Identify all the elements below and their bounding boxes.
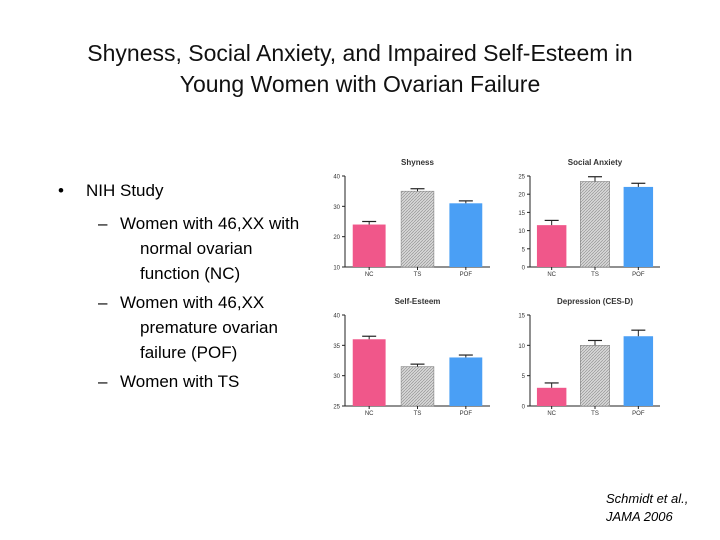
bar-nc xyxy=(536,387,567,406)
bar-pof xyxy=(623,336,654,406)
bar-pof xyxy=(449,357,483,406)
y-tick-label: 15 xyxy=(518,211,525,217)
chart-title: Shyness xyxy=(401,158,434,167)
y-tick-label: 0 xyxy=(522,266,526,272)
bar-nc xyxy=(352,224,386,267)
sub-bullet-ts: – Women with TS xyxy=(58,369,308,394)
y-tick-label: 5 xyxy=(522,374,526,380)
y-tick-label: 15 xyxy=(518,314,525,320)
sub-bullet-dash: – xyxy=(98,372,108,391)
sub-bullet-pof: – Women with 46,XX premature ovarian fai… xyxy=(58,290,308,365)
title-line-1: Shyness, Social Anxiety, and Impaired Se… xyxy=(87,40,633,66)
chart-title: Self-Esteem xyxy=(395,297,441,306)
sub-bullet-text: Women with 46,XX premature ovarian failu… xyxy=(120,293,278,362)
sub-bullet-nc: – Women with 46,XX with normal ovarian f… xyxy=(58,211,308,286)
chart-title: Depression (CES-D) xyxy=(557,297,633,306)
slide-title: Shyness, Social Anxiety, and Impaired Se… xyxy=(20,38,700,100)
x-tick-label: NC xyxy=(365,411,374,417)
x-tick-label: NC xyxy=(547,411,556,417)
citation-line-2: JAMA 2006 xyxy=(606,509,673,524)
sub-bullet-dash: – xyxy=(98,293,108,312)
x-tick-label: POF xyxy=(632,272,645,278)
y-tick-label: 20 xyxy=(518,193,525,199)
y-tick-label: 0 xyxy=(522,405,526,411)
x-tick-label: TS xyxy=(591,272,599,278)
y-tick-label: 20 xyxy=(333,235,340,241)
bar-ts xyxy=(580,181,610,268)
y-tick-label: 30 xyxy=(333,374,340,380)
y-tick-label: 40 xyxy=(333,314,340,320)
bar-nc xyxy=(536,225,567,267)
y-tick-label: 25 xyxy=(518,175,525,181)
x-tick-label: TS xyxy=(414,411,422,417)
y-tick-label: 35 xyxy=(333,344,340,350)
y-tick-label: 10 xyxy=(518,229,525,235)
bar-pof xyxy=(449,203,483,267)
bullet-main-text: NIH Study xyxy=(86,181,164,200)
title-line-2: Young Women with Ovarian Failure xyxy=(179,71,541,97)
citation: Schmidt et al., JAMA 2006 xyxy=(606,490,716,526)
x-tick-label: POF xyxy=(460,272,473,278)
bar-ts xyxy=(400,366,435,407)
sub-bullet-text: Women with TS xyxy=(120,372,240,391)
x-tick-label: NC xyxy=(365,272,374,278)
bar-ts xyxy=(400,190,435,268)
y-tick-label: 40 xyxy=(333,175,340,181)
bar-pof xyxy=(623,186,654,267)
citation-line-1: Schmidt et al., xyxy=(606,491,689,506)
bar-nc xyxy=(352,339,386,406)
y-tick-label: 5 xyxy=(522,247,526,253)
x-tick-label: POF xyxy=(632,411,645,417)
y-tick-label: 25 xyxy=(333,405,340,411)
x-tick-label: POF xyxy=(460,411,473,417)
bullet-list: • NIH Study – Women with 46,XX with norm… xyxy=(58,178,308,398)
x-tick-label: TS xyxy=(591,411,599,417)
x-tick-label: NC xyxy=(547,272,556,278)
chart-title: Social Anxiety xyxy=(568,158,623,167)
x-tick-label: TS xyxy=(414,272,422,278)
sub-bullet-text: Women with 46,XX with normal ovarian fun… xyxy=(120,214,300,283)
y-tick-label: 10 xyxy=(333,266,340,272)
y-tick-label: 30 xyxy=(333,205,340,211)
sub-bullet-dash: – xyxy=(98,214,108,233)
bullet-nih-study: • NIH Study xyxy=(58,178,308,203)
bullet-dot: • xyxy=(58,181,64,200)
bar-ts xyxy=(580,345,610,407)
y-tick-label: 10 xyxy=(518,344,525,350)
